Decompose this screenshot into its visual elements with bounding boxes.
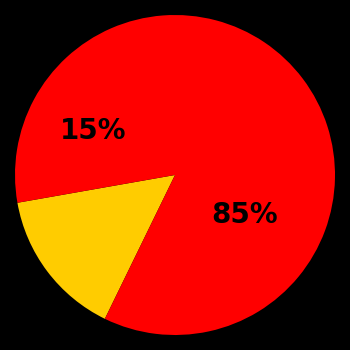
Wedge shape [18,175,175,319]
Wedge shape [15,15,335,335]
Text: 15%: 15% [60,118,126,146]
Text: 85%: 85% [211,201,278,229]
